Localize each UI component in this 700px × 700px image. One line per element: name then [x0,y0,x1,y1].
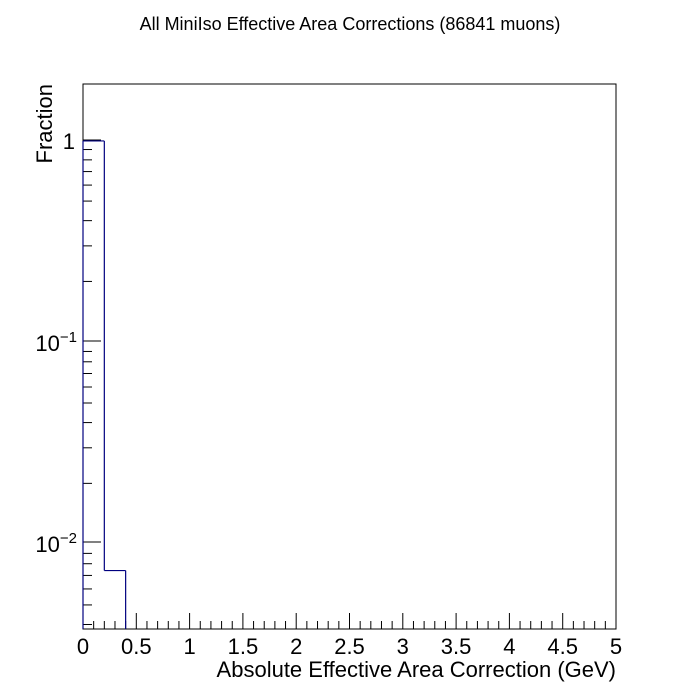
x-axis-label: Absolute Effective Area Correction (GeV) [217,657,616,682]
y-tick-label-0.01: 10−2 [35,530,77,557]
x-tick-label: 0 [77,634,89,659]
x-tick-label: 2 [290,634,302,659]
x-tick-label: 4 [503,634,515,659]
y-tick-label-1: 1 [63,129,75,154]
histogram-bars [82,140,127,629]
y-tick-label-0.01-base: 10 [35,532,59,557]
chart-title: All MiniIso Effective Area Corrections (… [140,14,561,34]
x-ticks [82,613,617,629]
y-tick-labels: 1 10−1 10−2 [35,129,77,557]
y-major-ticks [83,139,101,543]
x-tick-label: 3.5 [441,634,472,659]
x-tick-label: 4.5 [547,634,578,659]
x-tick-label: 1 [183,634,195,659]
y-tick-label-0.01-exp: −2 [60,530,77,547]
y-minor-ticks [83,149,92,626]
x-tick-label: 0.5 [121,634,152,659]
y-axis-label: Fraction [32,84,57,163]
x-tick-label: 2.5 [334,634,365,659]
y-tick-label-0.1-exp: −1 [60,329,77,346]
x-tick-labels: 0 0.5 1 1.5 2 2.5 3 3.5 4 4.5 5 [77,634,622,659]
x-tick-label: 3 [397,634,409,659]
x-tick-label: 5 [610,634,622,659]
y-tick-label-1-base: 1 [63,129,75,154]
y-tick-label-0.1: 10−1 [35,329,77,356]
y-tick-label-0.1-base: 10 [35,331,59,356]
x-tick-label: 1.5 [228,634,259,659]
